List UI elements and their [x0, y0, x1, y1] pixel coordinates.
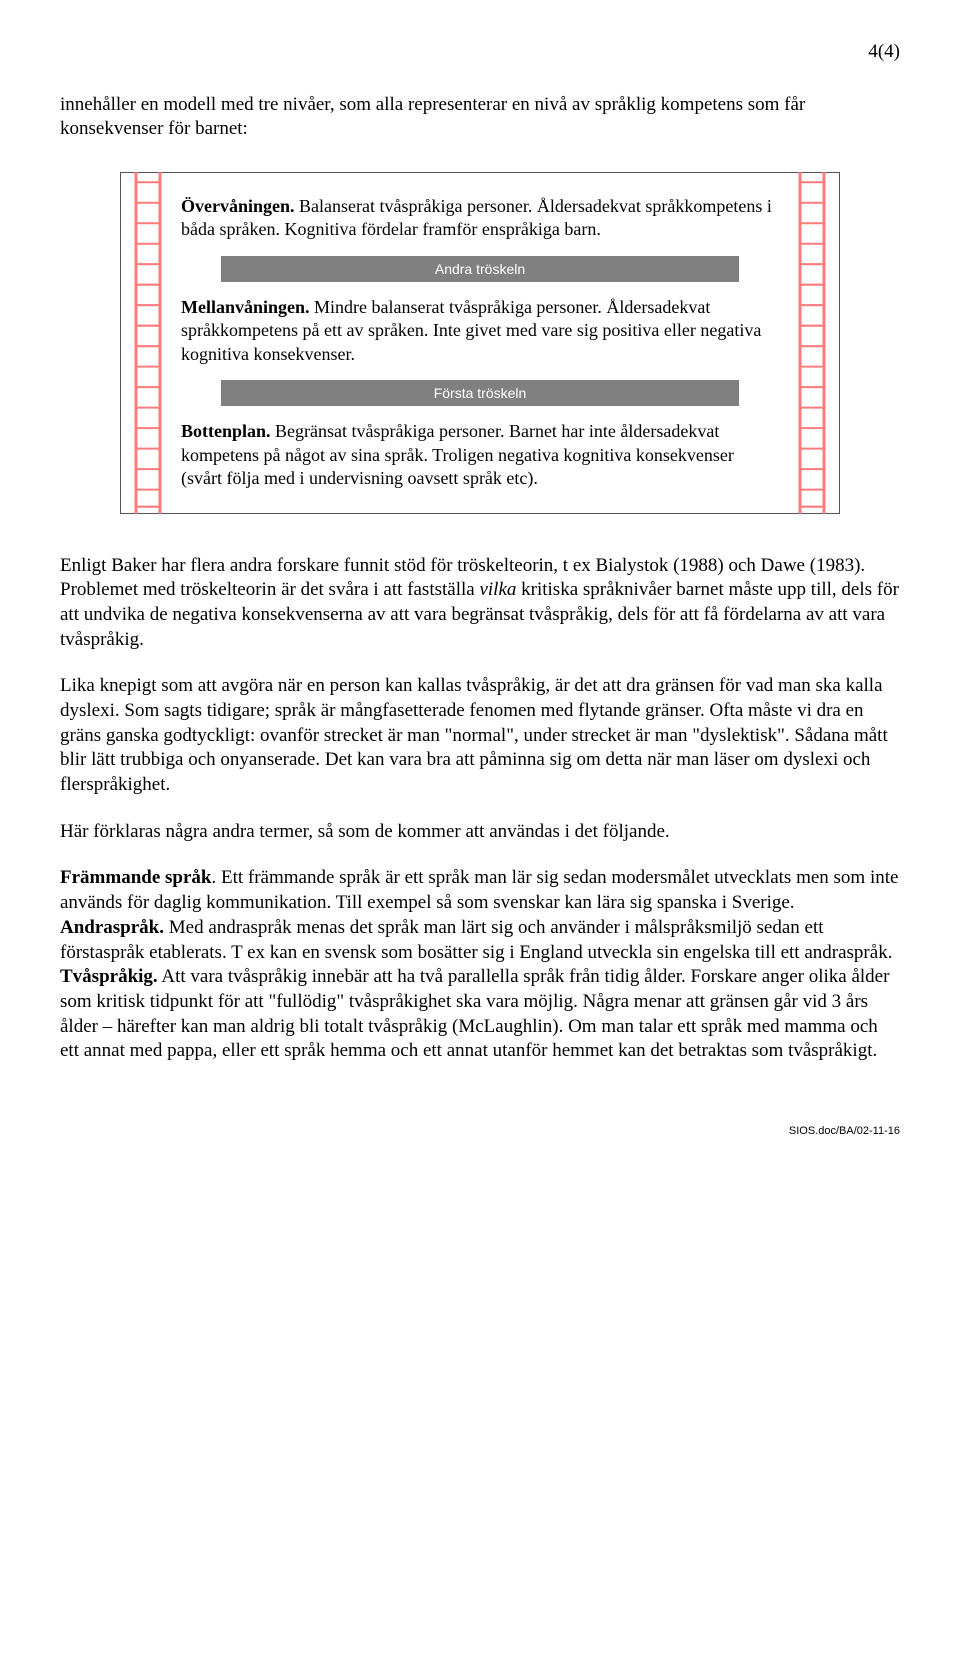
term-frammande-title: Främmande språk: [60, 867, 211, 888]
terms-block: Främmande språk. Ett främmande språk är …: [60, 866, 900, 1064]
threshold-bar-1: Första tröskeln: [221, 380, 739, 406]
threshold-diagram: Övervåningen. Balanserat tvåspråkiga per…: [120, 172, 840, 514]
level-top-title: Övervåningen.: [181, 196, 295, 216]
diagram-box: Övervåningen. Balanserat tvåspråkiga per…: [120, 172, 840, 514]
page-number: 4(4): [60, 40, 900, 65]
paragraph-1: Enligt Baker har flera andra forskare fu…: [60, 554, 900, 653]
ladder-right-icon: [794, 172, 830, 514]
term-andrasprak-title: Andraspråk.: [60, 917, 164, 938]
paragraph-2: Lika knepigt som att avgöra när en perso…: [60, 674, 900, 797]
level-bottom-title: Bottenplan.: [181, 421, 271, 441]
level-middle: Mellanvåningen. Mindre balanserat tvåspr…: [181, 296, 779, 366]
level-top: Övervåningen. Balanserat tvåspråkiga per…: [181, 195, 779, 242]
ladder-left-icon: [130, 172, 166, 514]
p1-italic: vilka: [479, 579, 516, 600]
intro-paragraph: innehåller en modell med tre nivåer, som…: [60, 93, 900, 142]
paragraph-3: Här förklaras några andra termer, så som…: [60, 820, 900, 845]
term-tvasprak-body: Att vara tvåspråkig innebär att ha två p…: [60, 966, 889, 1061]
term-andrasprak-body: Med andraspråk menas det språk man lärt …: [60, 917, 892, 963]
level-bottom: Bottenplan. Begränsat tvåspråkiga person…: [181, 420, 779, 490]
term-tvasprak-title: Tvåspråkig.: [60, 966, 158, 987]
threshold-bar-2: Andra tröskeln: [221, 256, 739, 282]
footer-docref: SIOS.doc/BA/02-11-16: [60, 1124, 900, 1138]
level-middle-title: Mellanvåningen.: [181, 297, 310, 317]
